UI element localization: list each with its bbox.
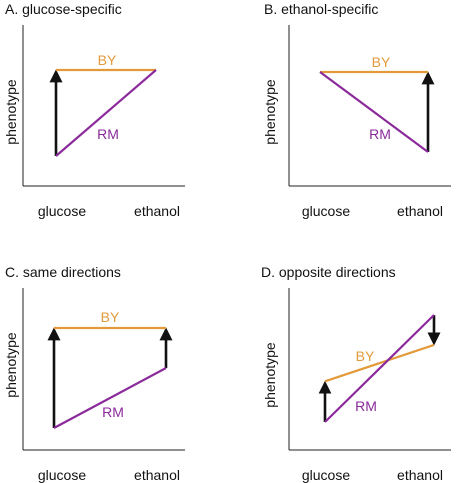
series-label-by: BY	[101, 309, 120, 325]
series-label-by: BY	[98, 52, 117, 68]
y-axis-label: phenotype	[262, 79, 278, 145]
series-label-by: BY	[356, 348, 375, 364]
x-tick-label-ethanol: ethanol	[134, 467, 180, 483]
series-label-rm: RM	[102, 404, 124, 420]
series-label-rm: RM	[97, 126, 119, 142]
x-tick-label-glucose: glucose	[302, 203, 350, 219]
panel-a: A. glucose-specific phenotype glucose et…	[3, 1, 185, 219]
x-tick-label-glucose: glucose	[302, 467, 350, 483]
x-tick-label-ethanol: ethanol	[134, 203, 180, 219]
panel-d: D. opposite directions phenotype glucose…	[261, 264, 451, 483]
series-line-rm	[324, 314, 435, 423]
panel-title: B. ethanol-specific	[264, 1, 378, 17]
series-label-rm: RM	[355, 398, 377, 414]
series-label-by: BY	[372, 54, 391, 70]
panel-title: C. same directions	[5, 264, 121, 280]
series-line-rm	[55, 69, 157, 157]
y-axis-label: phenotype	[262, 342, 278, 408]
series-line-rm	[319, 71, 429, 153]
series-line-by	[324, 343, 435, 383]
x-tick-label-glucose: glucose	[38, 467, 86, 483]
x-tick-label-ethanol: ethanol	[397, 467, 443, 483]
series-label-rm: RM	[369, 126, 391, 142]
y-axis-label: phenotype	[3, 332, 19, 398]
y-axis-label: phenotype	[3, 79, 19, 145]
panel-b: B. ethanol-specific phenotype glucose et…	[262, 1, 451, 219]
series-line-rm	[53, 367, 167, 429]
x-tick-label-glucose: glucose	[38, 203, 86, 219]
panel-title: A. glucose-specific	[5, 1, 122, 17]
panel-title: D. opposite directions	[261, 264, 396, 280]
panel-c: C. same directions phenotype glucose eth…	[3, 264, 185, 483]
x-tick-label-ethanol: ethanol	[397, 203, 443, 219]
